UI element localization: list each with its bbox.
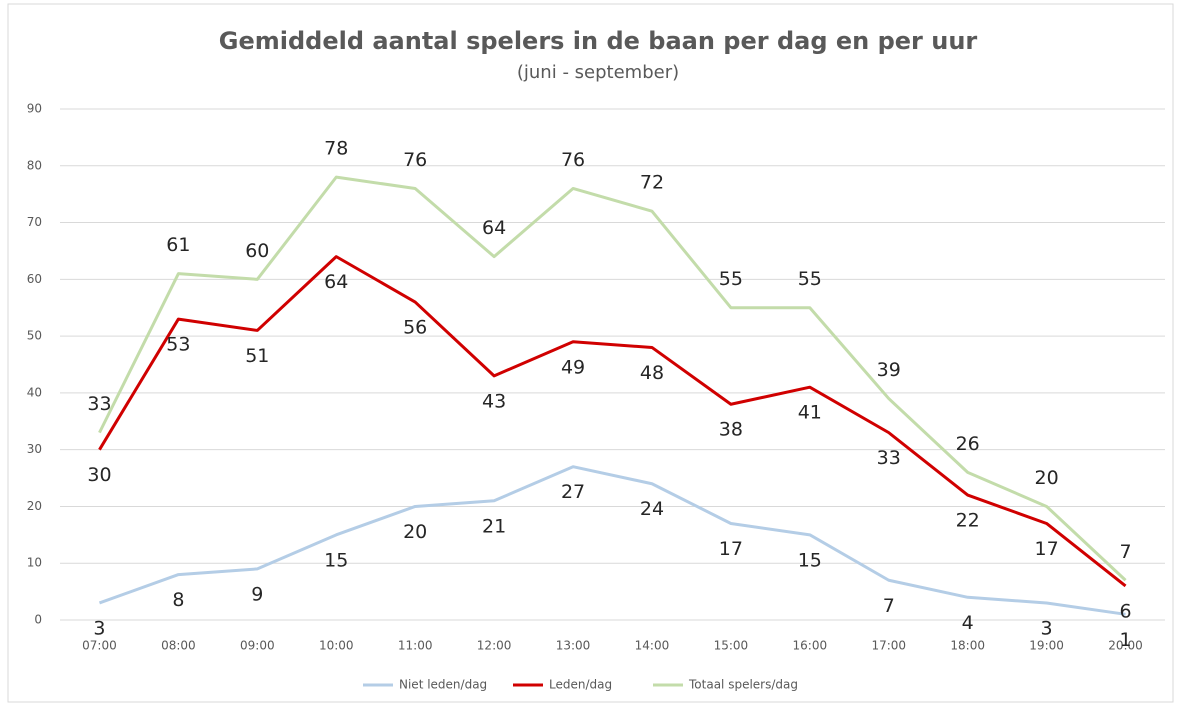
x-tick-label: 19:00 [1029,639,1064,653]
data-label: 38 [719,419,743,441]
data-label: 61 [166,234,190,256]
data-label: 51 [245,345,269,367]
data-label: 27 [561,481,585,503]
x-tick-label: 18:00 [950,639,985,653]
x-tick-label: 12:00 [477,639,512,653]
series-line [98,175,1127,582]
data-label: 20 [1035,467,1059,489]
data-label: 78 [324,138,348,160]
data-label: 8 [172,589,184,611]
y-tick-label: 0 [34,613,42,627]
data-label: 55 [719,268,743,290]
x-tick-label: 07:00 [82,639,117,653]
x-tick-label: 20:00 [1108,639,1143,653]
chart-title: Gemiddeld aantal spelers in de baan per … [219,27,978,55]
data-label: 22 [956,510,980,532]
data-label: 48 [640,362,664,384]
data-label: 72 [640,172,664,194]
data-label: 30 [87,464,111,486]
x-tick-label: 13:00 [556,639,591,653]
legend-label: Totaal spelers/dag [688,678,798,692]
data-label: 41 [798,402,822,424]
chart-frame [7,3,1174,703]
y-tick-label: 90 [27,102,42,116]
series-line [98,465,1126,616]
data-label: 76 [561,149,585,171]
series-line [98,255,1127,588]
x-tick-label: 16:00 [793,639,828,653]
data-label: 3 [1041,617,1053,639]
y-tick-label: 50 [27,329,42,343]
data-label: 76 [403,149,427,171]
data-label: 64 [482,217,506,239]
y-tick-label: 40 [27,385,42,399]
data-label: 17 [1035,538,1059,560]
x-tick-label: 17:00 [871,639,906,653]
data-label: 1 [1119,629,1131,651]
data-label: 4 [962,612,974,634]
chart-subtitle: (juni - september) [517,62,679,83]
data-label: 39 [877,359,901,381]
data-label: 43 [482,390,506,412]
legend-label: Niet leden/dag [399,678,487,692]
data-label: 3 [93,617,105,639]
legend-label: Leden/dag [549,678,612,692]
x-tick-label: 08:00 [161,639,196,653]
data-label: 15 [798,549,822,571]
data-label: 20 [403,521,427,543]
x-tick-label: 14:00 [635,639,670,653]
y-tick-label: 70 [27,215,42,229]
data-label: 24 [640,498,664,520]
x-tick-label: 09:00 [240,639,275,653]
data-label: 6 [1119,600,1131,622]
data-label: 17 [719,538,743,560]
y-tick-label: 60 [27,272,42,286]
data-label: 33 [877,447,901,469]
data-label: 21 [482,515,506,537]
data-label: 53 [166,334,190,356]
y-tick-label: 10 [27,556,42,570]
data-label: 56 [403,317,427,339]
data-label: 60 [245,240,269,262]
data-label: 33 [87,393,111,415]
x-tick-label: 15:00 [714,639,749,653]
y-tick-label: 30 [27,442,42,456]
data-label: 9 [251,583,263,605]
x-tick-label: 10:00 [319,639,354,653]
data-label: 7 [1119,541,1131,563]
data-label: 64 [324,271,348,293]
y-tick-label: 20 [27,499,42,513]
data-label: 55 [798,268,822,290]
data-label: 26 [956,433,980,455]
data-label: 15 [324,549,348,571]
y-tick-label: 80 [27,158,42,172]
x-tick-label: 11:00 [398,639,433,653]
data-label: 7 [883,595,895,617]
data-label: 49 [561,356,585,378]
